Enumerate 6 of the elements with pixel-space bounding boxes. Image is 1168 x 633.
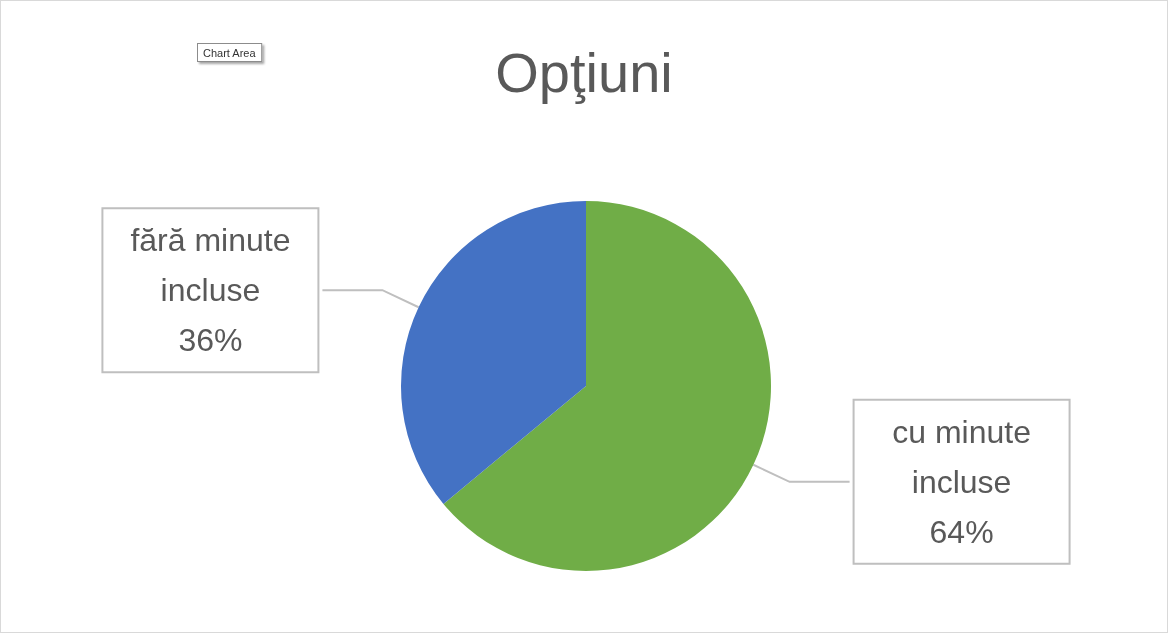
data-label: 64% (929, 513, 994, 550)
slice-label: fără minute incluse (130, 222, 291, 309)
text: Chart Area (203, 46, 257, 59)
slice-label: cu minute incluse (892, 413, 1031, 500)
chart-title: Opţiuni (495, 40, 673, 104)
data-label: 36% (178, 322, 243, 359)
